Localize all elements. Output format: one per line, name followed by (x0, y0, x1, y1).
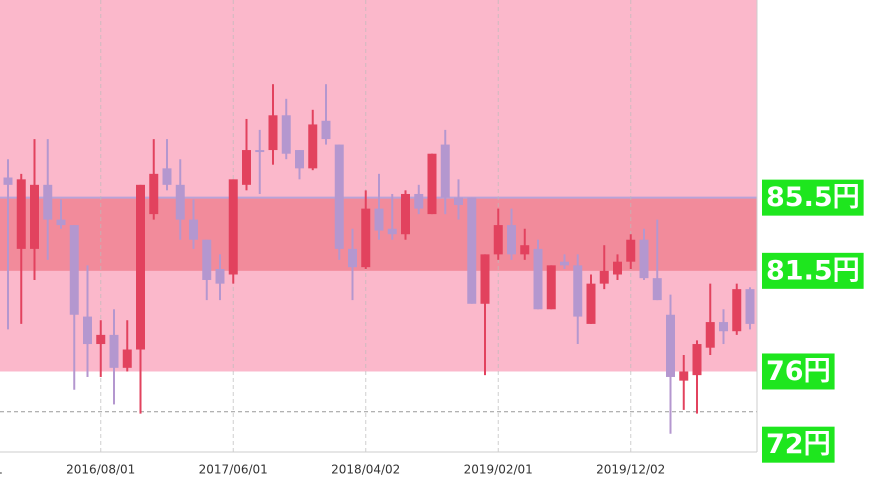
x-tick-label: 2015/10/01 (0, 463, 3, 477)
candle-body (189, 219, 198, 240)
candle-body (334, 144, 344, 249)
candle-body (626, 239, 636, 262)
candle-body (43, 184, 53, 220)
candle-body (745, 289, 755, 324)
candle-body (705, 322, 715, 348)
candle-body (56, 219, 66, 226)
candle-body (30, 184, 39, 249)
price-label-bg (762, 179, 864, 216)
candle-body (281, 115, 291, 154)
candle-body (122, 349, 132, 368)
x-tick-label: 2019/02/01 (464, 463, 533, 477)
candle-body (374, 208, 384, 231)
candle-body (255, 150, 265, 153)
price-label-bg (762, 426, 835, 463)
candle-body (3, 177, 13, 185)
candle-body (613, 261, 622, 275)
candle-body (242, 150, 251, 185)
candle-body (69, 225, 79, 315)
price-label: 81.5円 (766, 255, 860, 286)
candle-body (454, 197, 463, 205)
candle-body (308, 124, 318, 169)
candle-body (348, 248, 357, 268)
candle-body (427, 153, 437, 215)
candle-body (414, 193, 424, 209)
candle-body (96, 334, 106, 345)
x-tick-label: 2018/04/02 (331, 463, 400, 477)
price-label: 76円 (766, 356, 831, 387)
price-label: 72円 (766, 429, 831, 460)
candle-body (268, 115, 278, 151)
price-label: 85.5円 (766, 182, 860, 213)
candle-body (228, 179, 238, 275)
x-tick-label: 2017/06/01 (199, 463, 268, 477)
x-tick-label: 2016/08/01 (66, 463, 135, 477)
plot-area: 2015/10/01 2016/08/01 2017/06/01 2018/04/02… (0, 0, 757, 477)
price-label-bg (762, 252, 864, 289)
candle-body (546, 265, 556, 310)
candle-body (560, 261, 569, 266)
candle-body (175, 184, 185, 220)
candle-body (732, 289, 742, 332)
candle-body (639, 239, 649, 279)
candle-body (533, 248, 543, 310)
x-tick-label: 2019/12/02 (596, 463, 665, 477)
candle-body (136, 184, 145, 350)
candle-body (679, 371, 689, 381)
candle-body (162, 168, 172, 185)
candle-body (467, 197, 477, 304)
price-label-bg (762, 353, 835, 390)
candle-body (361, 208, 371, 268)
candle-body (493, 225, 503, 255)
candle-body (387, 228, 397, 235)
candle-body (215, 269, 225, 284)
candle-body (666, 314, 675, 377)
candle-body (295, 150, 304, 169)
candle-body (573, 265, 583, 317)
candle-body (202, 239, 212, 280)
candle-body (480, 254, 490, 304)
candle-body (507, 225, 516, 255)
candle-body (16, 179, 26, 249)
candle-body (719, 322, 728, 332)
candle-body (321, 120, 331, 140)
candle-body (83, 316, 92, 345)
candle-body (692, 344, 702, 376)
candle-body (109, 334, 119, 368)
candle-body (586, 283, 596, 324)
candle-body (652, 278, 662, 301)
candle-body (520, 245, 530, 255)
candle-body (440, 144, 450, 198)
candle-body (401, 193, 410, 235)
candle-body (599, 270, 609, 284)
candle-body (149, 173, 159, 215)
